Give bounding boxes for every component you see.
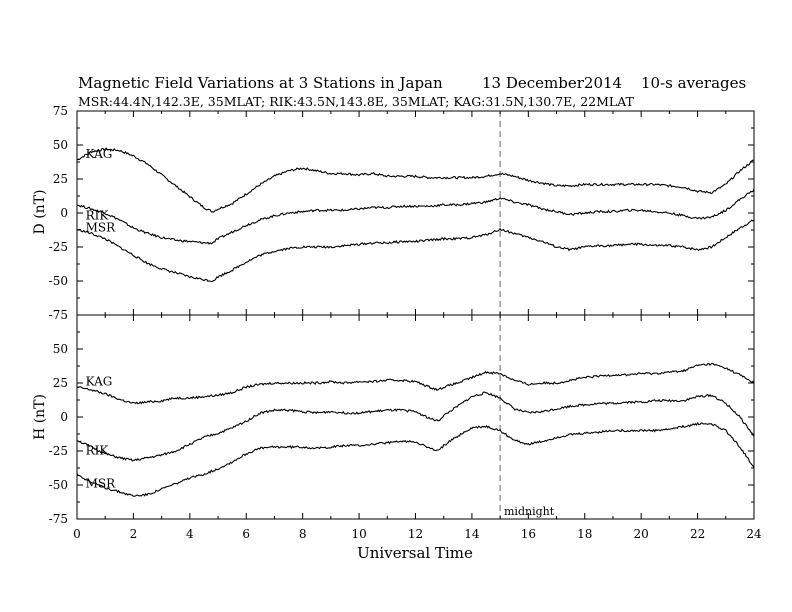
series-label-kag: KAG (86, 374, 113, 388)
series-line-kag (76, 362, 755, 405)
x-tick-label: 2 (130, 527, 138, 541)
y-tick-label: 75 (53, 104, 68, 118)
x-axis-label: Universal Time (357, 544, 473, 562)
chart-averaging: 10-s averages (641, 74, 746, 92)
series-label-kag: KAG (86, 147, 113, 161)
y-tick-label: 50 (53, 342, 68, 356)
series-label-rik: RIK (86, 208, 110, 222)
x-tick-label: 22 (690, 527, 705, 541)
y-tick-label: 0 (60, 206, 68, 220)
y-tick-label: -50 (49, 274, 68, 288)
panel-1-frame (76, 314, 755, 520)
y-tick-label: 25 (53, 172, 68, 186)
series-label-msr: MSR (86, 476, 117, 490)
chart-subtitle: MSR:44.4N,142.3E, 35MLAT; RIK:43.5N,143.… (78, 94, 635, 109)
x-tick-label: 8 (299, 527, 307, 541)
series-line-rik (76, 391, 755, 462)
x-tick-label: 18 (577, 527, 592, 541)
series-label-rik: RIK (86, 444, 110, 458)
x-tick-label: 14 (464, 527, 480, 541)
x-tick-label: 24 (746, 527, 762, 541)
x-tick-label: 4 (186, 527, 194, 541)
x-tick-label: 16 (521, 527, 536, 541)
x-tick-label: 12 (408, 527, 423, 541)
series-line-kag (76, 147, 755, 213)
series-line-rik (76, 188, 755, 245)
y-tick-label: -75 (49, 308, 68, 322)
midnight-label: midnight (504, 505, 555, 518)
series-line-msr (76, 421, 755, 497)
y-tick-label: 0 (60, 410, 68, 424)
y-tick-label: 50 (53, 138, 68, 152)
series-line-msr (76, 219, 755, 283)
x-tick-label: 0 (73, 527, 81, 541)
x-tick-label: 6 (242, 527, 250, 541)
y-tick-label: -25 (49, 240, 68, 254)
chart-title: Magnetic Field Variations at 3 Stations … (78, 74, 443, 92)
y-tick-label: 25 (53, 376, 68, 390)
h-axis-label: H (nT) (32, 394, 48, 440)
series-label-msr: MSR (86, 221, 117, 235)
y-tick-label: -50 (49, 478, 68, 492)
panel-0-frame (76, 110, 755, 316)
y-tick-label: -25 (49, 444, 68, 458)
chart-date: 13 December2014 (482, 74, 622, 92)
x-tick-label: 20 (634, 527, 649, 541)
d-axis-label: D (nT) (32, 190, 48, 235)
x-tick-label: 10 (351, 527, 366, 541)
y-tick-label: -75 (49, 512, 68, 526)
